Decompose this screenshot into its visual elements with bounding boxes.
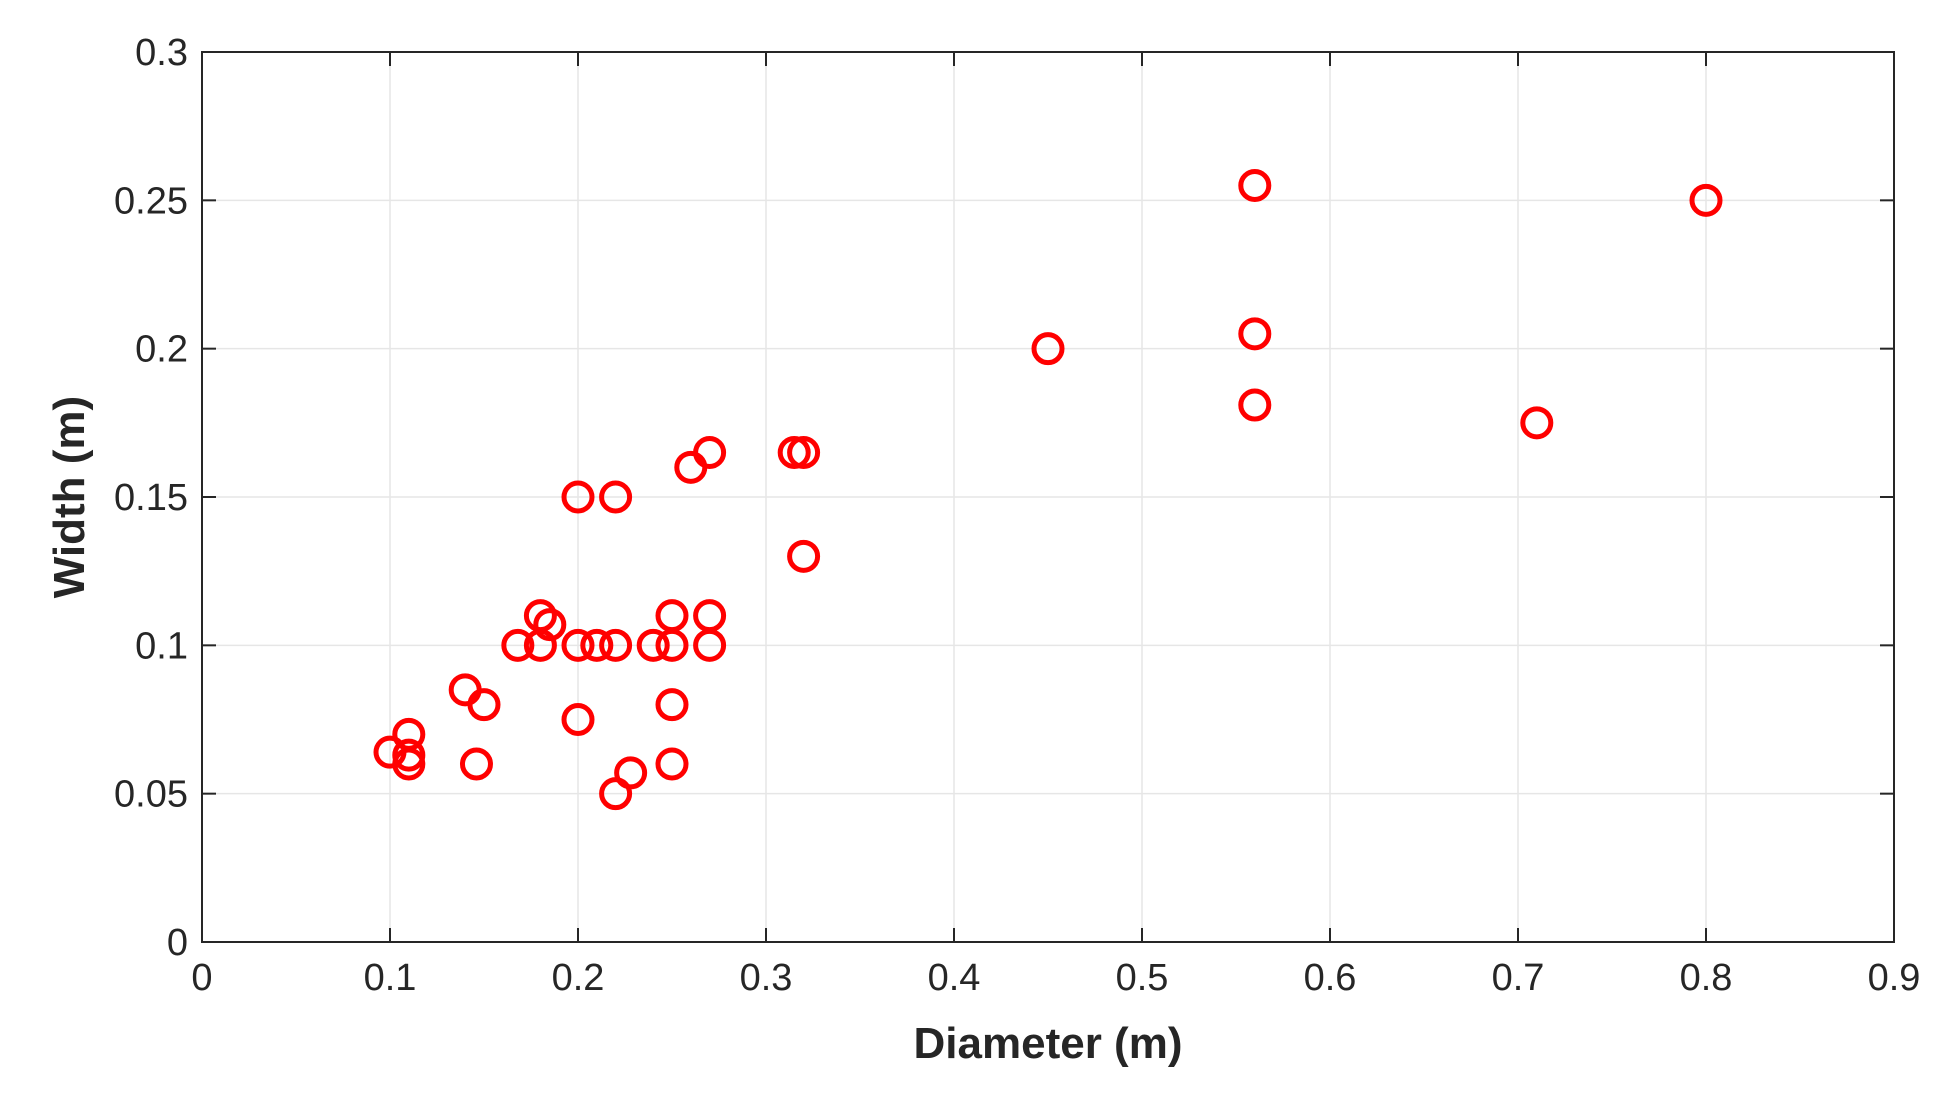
x-tick-label: 0.2 — [552, 957, 605, 999]
data-point — [561, 628, 595, 662]
grid-lines — [202, 52, 1894, 942]
y-tick-label: 0.2 — [135, 329, 188, 371]
axis-ticks: 0 0.1 0.2 0.3 0.4 0.5 0.6 0.7 0.8 0.9 0 0.05 0.1 0.15… — [114, 32, 1920, 999]
data-point — [1238, 169, 1272, 202]
data-point — [523, 599, 557, 633]
x-tick-label: 0.1 — [364, 957, 417, 999]
data-point — [467, 688, 501, 722]
x-tick-label: 0.5 — [1116, 957, 1169, 999]
data-point — [787, 436, 821, 469]
data-point — [614, 756, 648, 790]
data-point — [674, 450, 708, 484]
y-tick-label: 0.15 — [114, 477, 188, 519]
y-axis-title: Width (m) — [45, 396, 94, 598]
data-point — [655, 599, 689, 633]
y-tick-label: 0.05 — [114, 774, 188, 816]
data-point — [636, 628, 670, 662]
data-point — [533, 608, 567, 642]
y-tick-label: 0.3 — [135, 32, 188, 74]
data-point — [1238, 317, 1272, 351]
data-point — [392, 738, 426, 772]
x-tick-label: 0.7 — [1492, 957, 1545, 999]
data-points — [373, 169, 1723, 811]
data-point — [1520, 406, 1554, 440]
data-point — [693, 599, 727, 633]
data-point — [655, 747, 689, 781]
y-tick-label: 0 — [167, 922, 188, 964]
x-tick-label: 0.3 — [740, 957, 793, 999]
data-point — [561, 480, 595, 514]
x-tick-label: 0.4 — [928, 957, 981, 999]
x-axis-title: Diameter (m) — [914, 1019, 1183, 1068]
x-tick-label: 0.9 — [1868, 957, 1921, 999]
data-point — [655, 688, 689, 722]
data-point — [693, 436, 727, 469]
y-tick-label: 0.1 — [135, 625, 188, 667]
data-point — [693, 628, 727, 662]
y-tick-label: 0.25 — [114, 180, 188, 222]
data-point — [787, 539, 821, 573]
data-point — [599, 628, 633, 662]
data-point — [777, 436, 811, 469]
data-point — [392, 747, 426, 781]
x-tick-label: 0.8 — [1680, 957, 1733, 999]
data-point — [1031, 332, 1065, 366]
data-point — [448, 673, 482, 707]
data-point — [1689, 183, 1723, 217]
data-point — [580, 628, 614, 662]
data-point — [501, 628, 535, 662]
x-tick-label: 0 — [191, 957, 212, 999]
data-point — [599, 480, 633, 514]
data-point — [459, 747, 493, 781]
data-point — [1238, 388, 1272, 422]
data-point — [561, 703, 595, 736]
x-tick-label: 0.6 — [1304, 957, 1357, 999]
